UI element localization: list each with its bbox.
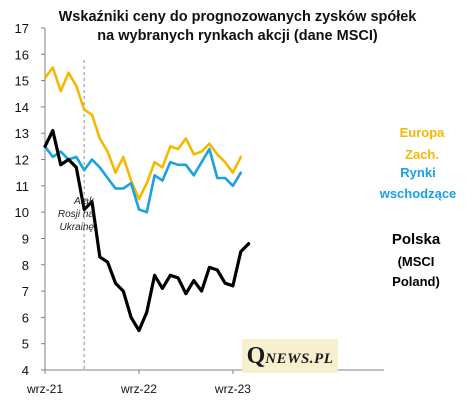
- y-tick-label: 8: [22, 258, 29, 273]
- x-tick-label: wrz-21: [26, 382, 63, 396]
- series-line: [43, 66, 243, 201]
- series-label: Poland): [392, 274, 440, 289]
- series-line: [43, 129, 251, 333]
- y-tick-label: 11: [16, 179, 30, 194]
- x-axis: wrz-21 wrz-22 wrz-23: [26, 369, 384, 396]
- event-annotation-line: Rosji na: [57, 209, 94, 220]
- y-tick-label: 7: [22, 284, 29, 299]
- series-lines: [43, 66, 251, 333]
- y-tick-label: 10: [15, 205, 29, 220]
- y-tick-label: 4: [22, 363, 29, 378]
- y-tick-label: 9: [22, 231, 29, 246]
- y-tick-label: 6: [22, 310, 29, 325]
- event-annotation-line: Atak: [73, 196, 94, 207]
- series-line: [43, 145, 243, 214]
- series-label: wschodzące: [379, 186, 457, 201]
- y-tick-label: 17: [15, 21, 29, 36]
- x-tick-label: wrz-23: [214, 382, 251, 396]
- series-label: (MSCI: [398, 254, 435, 269]
- y-tick-label: 14: [15, 100, 29, 115]
- y-tick-label: 15: [15, 74, 29, 89]
- y-tick-label: 5: [22, 337, 29, 352]
- y-tick-label: 16: [15, 47, 29, 62]
- chart-title: Wskaźniki ceny do prognozowanych zysków …: [40, 8, 435, 46]
- chart-title-line-1: Wskaźniki ceny do prognozowanych zysków …: [58, 9, 417, 25]
- series-label: Europa: [400, 125, 446, 140]
- y-tick-label: 12: [15, 153, 29, 168]
- x-tick-label: wrz-22: [120, 382, 157, 396]
- y-tick-label: 13: [15, 126, 29, 141]
- series-label: Polska: [392, 231, 441, 248]
- y-axis: 4 5 6 7 8 9 10 11 12 13 14 15 16 17: [15, 21, 46, 378]
- series-labels: Europa Zach. Rynki wschodzące Polska (MSCI Pol…: [379, 125, 457, 289]
- series-label: Zach.: [405, 147, 439, 162]
- qnews-logo: Q NEWS.PL: [242, 339, 338, 373]
- event-annotation: Atak Rosji na Ukrainę: [46, 195, 94, 234]
- chart-title-line-2: na wybranych rynkach akcji (dane MSCI): [97, 28, 378, 44]
- series-label: Rynki: [400, 165, 435, 180]
- event-annotation-line: Ukrainę: [59, 222, 94, 233]
